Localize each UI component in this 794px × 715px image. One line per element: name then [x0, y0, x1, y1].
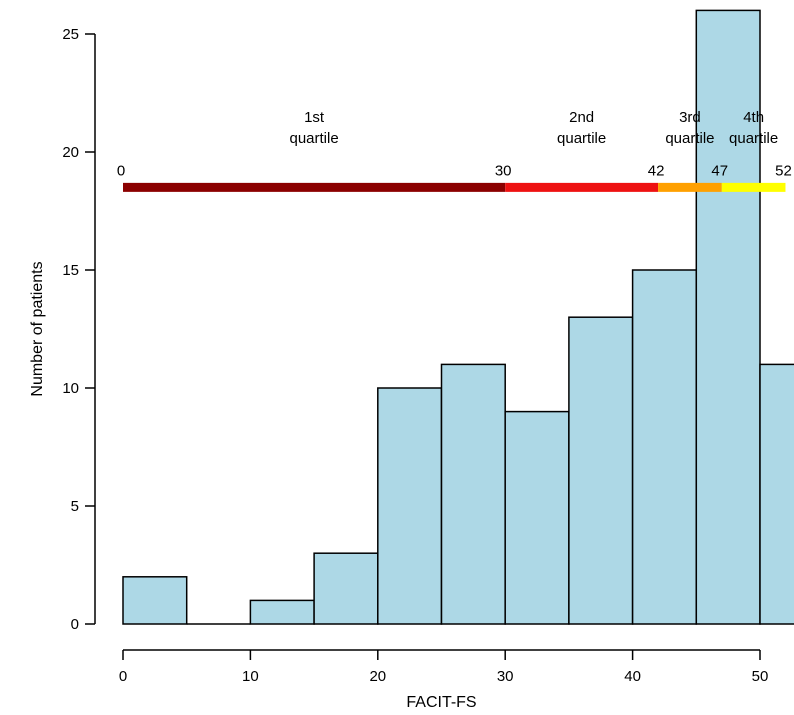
quartile-name-line: 3rd [679, 109, 701, 126]
quartile-name-line: quartile [729, 130, 778, 147]
quartile-boundary-label: 0 [117, 162, 125, 179]
quartile-boundary-labels: 0 30 42 47 52 [117, 162, 792, 179]
quartile-boundary-label: 42 [648, 162, 665, 179]
histogram-bar [759, 363, 794, 625]
histogram-bar [695, 9, 761, 625]
quartile-name-line: 2nd [569, 109, 594, 126]
quartile-name-label: 3rd quartile [665, 109, 714, 147]
histogram-bars [122, 9, 794, 625]
x-tick-label: 50 [752, 668, 769, 685]
quartile-name-line: quartile [665, 130, 714, 147]
quartile-name-label: 1st quartile [289, 109, 338, 147]
quartile-name-label: 4th quartile [729, 109, 778, 147]
x-axis: 0 10 20 30 40 50 [119, 649, 769, 685]
quartile-boundary-label: 30 [495, 162, 512, 179]
histogram-bar [377, 387, 443, 625]
x-axis-title: FACIT-FS [406, 694, 476, 711]
quartile-boundary-label: 52 [775, 162, 792, 179]
y-tick-label: 20 [62, 144, 79, 161]
histogram-bar [122, 576, 188, 625]
histogram-bar [568, 316, 634, 625]
y-tick-label: 15 [62, 262, 79, 279]
quartile-name-line: quartile [557, 130, 606, 147]
quartile-boundary-label: 47 [711, 162, 728, 179]
x-tick-label: 10 [242, 668, 259, 685]
x-tick-label: 20 [369, 668, 386, 685]
histogram-bar [440, 363, 506, 625]
y-tick-label: 0 [71, 616, 79, 633]
y-tick-label: 10 [62, 380, 79, 397]
histogram-bar [504, 410, 570, 625]
histogram-bar [249, 599, 315, 625]
quartile-labels: 1st quartile 2nd quartile 3rd quartile 4th quar… [289, 109, 778, 147]
histogram-bar [313, 552, 379, 625]
x-tick-label: 0 [119, 668, 127, 685]
x-tick-label: 30 [497, 668, 514, 685]
quartile-name-line: 4th [743, 109, 764, 126]
histogram-bar [631, 269, 698, 625]
y-axis-title: Number of patients [29, 261, 46, 396]
x-tick-label: 40 [624, 668, 641, 685]
y-axis: 0 5 10 15 20 25 [62, 26, 96, 633]
quartile-name-line: 1st [304, 109, 325, 126]
quartile-name-line: quartile [289, 130, 338, 147]
y-tick-label: 25 [62, 26, 79, 43]
quartile-name-label: 2nd quartile [557, 109, 606, 147]
y-tick-label: 5 [71, 498, 79, 515]
